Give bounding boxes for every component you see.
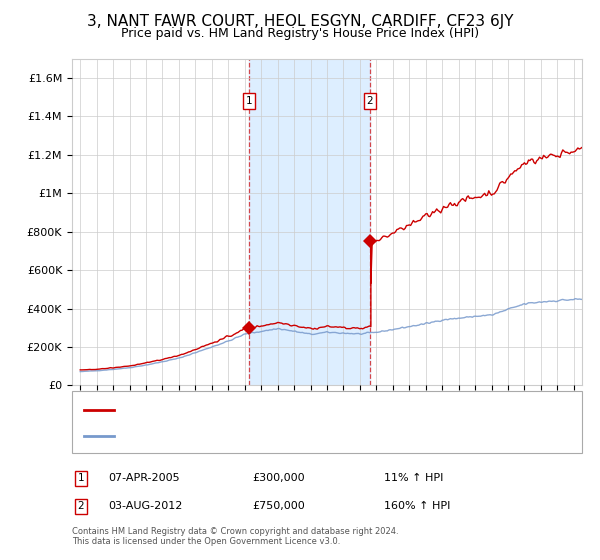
Text: 160% ↑ HPI: 160% ↑ HPI <box>384 501 451 511</box>
Text: 1: 1 <box>77 473 85 483</box>
Text: 3, NANT FAWR COURT, HEOL ESGYN, CARDIFF, CF23 6JY: 3, NANT FAWR COURT, HEOL ESGYN, CARDIFF,… <box>87 14 513 29</box>
Bar <box>249 59 370 385</box>
Text: Price paid vs. HM Land Registry's House Price Index (HPI): Price paid vs. HM Land Registry's House … <box>121 27 479 40</box>
Text: HPI: Average price, detached house, Cardiff: HPI: Average price, detached house, Card… <box>126 431 354 441</box>
Text: 03-AUG-2012: 03-AUG-2012 <box>108 501 182 511</box>
Text: 11% ↑ HPI: 11% ↑ HPI <box>384 473 443 483</box>
Text: 1: 1 <box>246 96 253 106</box>
Text: £750,000: £750,000 <box>252 501 305 511</box>
Text: 07-APR-2005: 07-APR-2005 <box>108 473 179 483</box>
Text: £300,000: £300,000 <box>252 473 305 483</box>
Text: Contains HM Land Registry data © Crown copyright and database right 2024.
This d: Contains HM Land Registry data © Crown c… <box>72 526 398 546</box>
Text: 2: 2 <box>366 96 373 106</box>
Text: 2: 2 <box>77 501 85 511</box>
Text: 3, NANT FAWR COURT, HEOL ESGYN, CARDIFF, CF23 6JY (detached house): 3, NANT FAWR COURT, HEOL ESGYN, CARDIFF,… <box>126 405 510 415</box>
